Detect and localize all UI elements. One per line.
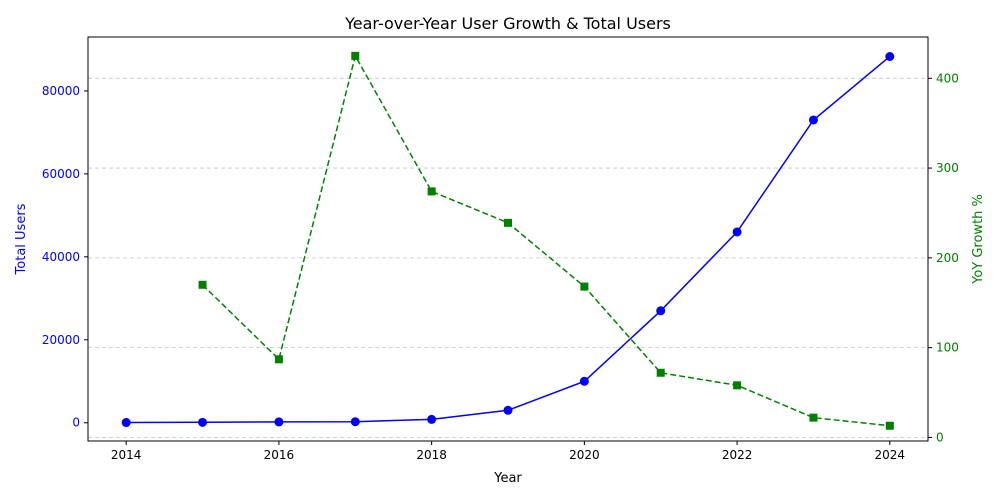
y-left-tick-label: 40000 <box>42 250 80 264</box>
series-1-point <box>656 306 666 316</box>
x-tick-label: 2022 <box>722 448 753 462</box>
series-1-point <box>732 227 742 237</box>
x-tick-label: 2014 <box>111 448 142 462</box>
x-tick-label: 2020 <box>569 448 600 462</box>
y-right-tick-label: 300 <box>936 161 959 175</box>
series-2-point <box>656 368 665 377</box>
series-2-point <box>427 187 436 196</box>
series-line-1 <box>126 55 891 424</box>
series-2-point <box>274 355 283 364</box>
series-2-point <box>198 280 207 289</box>
plot-frame <box>87 36 929 442</box>
series-2-point <box>733 381 742 390</box>
series-line-2 <box>201 53 890 427</box>
y-axis-left-label: Total Users <box>14 203 29 275</box>
x-axis-label: Year <box>493 471 522 486</box>
series-2-point <box>809 413 818 422</box>
series-1-point <box>885 51 895 61</box>
x-tick-label: 2024 <box>875 448 906 462</box>
y-right-tick-label: 100 <box>936 341 959 355</box>
series-1-point <box>808 115 818 125</box>
y-left-tick-label: 0 <box>72 416 80 430</box>
series-2-point <box>351 51 360 60</box>
series-1-point <box>198 417 208 427</box>
series-2-point <box>504 218 512 227</box>
y-axis-right-label: YoY Growth % <box>971 194 986 285</box>
series-1-point <box>579 376 589 386</box>
series-1-point <box>350 417 360 427</box>
x-tick-label: 2018 <box>416 448 447 462</box>
series-1-point <box>503 405 513 415</box>
series-1-point <box>427 414 437 424</box>
chart-title: Year-over-Year User Growth & Total Users <box>344 14 671 33</box>
y-left-tick-label: 20000 <box>42 333 80 347</box>
y-right-tick-label: 0 <box>936 430 944 444</box>
y-right-tick-label: 400 <box>936 71 959 85</box>
x-tick-label: 2016 <box>264 448 295 462</box>
series-1-point <box>274 417 284 427</box>
grid-layer <box>88 77 928 438</box>
y-right-tick-label: 200 <box>936 251 959 265</box>
series-1-point <box>121 418 131 428</box>
series-layer <box>121 51 895 430</box>
y-left-tick-label: 80000 <box>42 84 80 98</box>
series-2-point <box>885 421 894 430</box>
y-left-tick-label: 60000 <box>42 167 80 181</box>
axis-layer: 2014 2016 2018 2020 2022 2024 0 20000 40000 60000… <box>42 71 959 462</box>
series-2-point <box>580 282 589 291</box>
